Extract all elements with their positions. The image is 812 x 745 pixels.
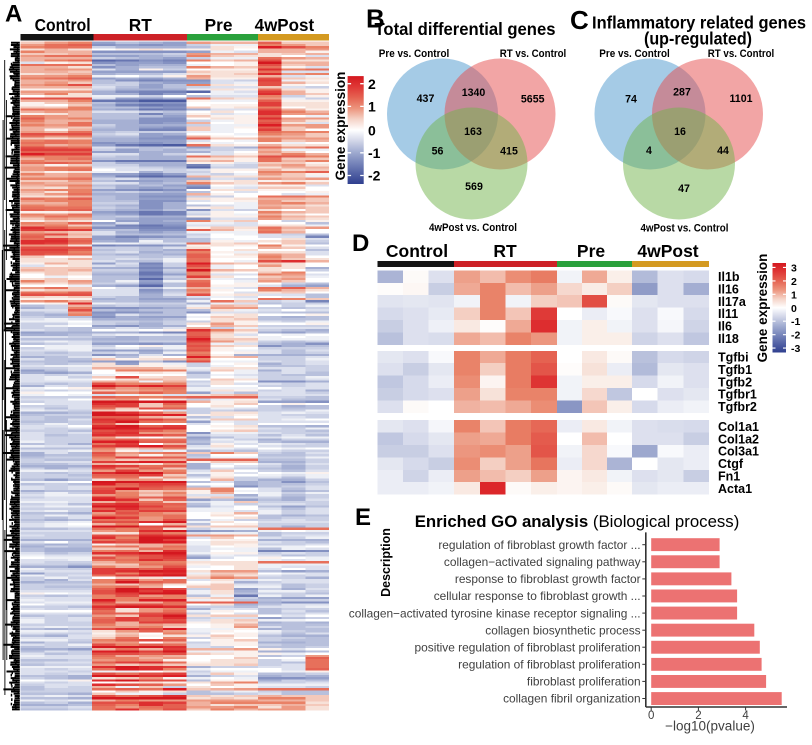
svg-text:Gene expression: Gene expression — [755, 254, 770, 363]
svg-text:regulation of fibroblast proli: regulation of fibroblast proliferation — [458, 658, 640, 672]
svg-text:0: 0 — [368, 122, 376, 138]
svg-text:Tgfb1: Tgfb1 — [718, 363, 752, 377]
svg-text:-2: -2 — [368, 168, 381, 184]
svg-text:collagen−activated tyrosine ki: collagen−activated tyrosine kinase recep… — [349, 606, 641, 620]
svg-text:Pre: Pre — [577, 241, 605, 261]
svg-text:Pre vs. Control: Pre vs. Control — [379, 48, 450, 60]
svg-text:Control: Control — [35, 15, 91, 35]
svg-text:Gene expression: Gene expression — [333, 72, 348, 181]
svg-text:16: 16 — [674, 126, 686, 138]
svg-text:Total differential genes: Total differential genes — [375, 19, 556, 39]
svg-text:2: 2 — [695, 710, 701, 722]
svg-text:E: E — [355, 504, 371, 531]
svg-text:0: 0 — [648, 710, 654, 722]
svg-text:Col1a1: Col1a1 — [718, 420, 759, 434]
svg-text:-2: -2 — [791, 330, 800, 342]
svg-text:5655: 5655 — [521, 94, 545, 106]
svg-text:2: 2 — [368, 76, 376, 92]
svg-text:collagen fibril organization: collagen fibril organization — [503, 692, 641, 706]
svg-text:-1: -1 — [791, 316, 800, 328]
svg-text:4: 4 — [742, 710, 749, 722]
svg-text:Tgfbr1: Tgfbr1 — [718, 388, 757, 402]
svg-text:287: 287 — [673, 87, 691, 99]
svg-text:3: 3 — [791, 262, 797, 274]
svg-text:1: 1 — [368, 99, 376, 115]
svg-text:4wPost vs. Control: 4wPost vs. Control — [429, 222, 517, 234]
svg-text:Fn1: Fn1 — [718, 470, 740, 484]
svg-text:collagen biosynthetic process: collagen biosynthetic process — [485, 623, 640, 637]
svg-text:cellular response to fibroblas: cellular response to fibroblast growth .… — [434, 589, 641, 603]
svg-text:415: 415 — [500, 145, 518, 157]
svg-text:Il6: Il6 — [718, 320, 732, 334]
svg-text:0: 0 — [791, 303, 797, 315]
svg-text:Col1a2: Col1a2 — [718, 432, 759, 446]
svg-text:B: B — [366, 4, 385, 34]
svg-text:Il18: Il18 — [718, 332, 739, 346]
svg-text:Tgfb2: Tgfb2 — [718, 375, 752, 389]
svg-text:RT vs. Control: RT vs. Control — [708, 48, 775, 60]
svg-text:Tgfbr2: Tgfbr2 — [718, 400, 757, 414]
svg-text:C: C — [570, 5, 589, 35]
svg-text:74: 74 — [625, 94, 637, 106]
svg-text:437: 437 — [417, 93, 435, 105]
svg-text:Il17a: Il17a — [718, 295, 747, 309]
svg-text:Acta1: Acta1 — [718, 482, 752, 496]
svg-text:Il11: Il11 — [718, 307, 738, 321]
svg-text:-1: -1 — [368, 145, 381, 161]
svg-text:1340: 1340 — [462, 87, 486, 99]
svg-text:A: A — [5, 1, 22, 28]
svg-text:Il16: Il16 — [718, 282, 739, 296]
svg-text:Enriched GO analysis (Biologic: Enriched GO analysis (Biological process… — [415, 512, 740, 531]
svg-text:4wPost: 4wPost — [255, 15, 315, 35]
svg-text:Control: Control — [386, 241, 448, 261]
svg-text:1: 1 — [791, 289, 797, 301]
svg-text:Ctgf: Ctgf — [718, 457, 744, 471]
svg-text:569: 569 — [465, 181, 483, 193]
svg-text:44: 44 — [717, 145, 729, 157]
svg-text:4wPost vs. Control: 4wPost vs. Control — [641, 223, 729, 235]
svg-text:4: 4 — [646, 145, 652, 157]
svg-text:fibroblast proliferation: fibroblast proliferation — [527, 675, 641, 689]
svg-text:Description: Description — [379, 528, 393, 597]
svg-text:regulation of fibroblast growt: regulation of fibroblast growth factor .… — [438, 538, 640, 552]
svg-text:Pre: Pre — [205, 15, 233, 35]
svg-text:163: 163 — [464, 126, 482, 138]
svg-text:RT vs. Control: RT vs. Control — [500, 48, 567, 60]
svg-text:Col3a1: Col3a1 — [718, 445, 759, 459]
svg-text:47: 47 — [678, 183, 690, 195]
svg-text:RT: RT — [493, 241, 517, 261]
svg-text:Pre vs. Control: Pre vs. Control — [599, 48, 670, 60]
svg-text:positive regulation of fibrobl: positive regulation of fibroblast prolif… — [415, 640, 641, 654]
svg-text:response to fibroblast growth: response to fibroblast growth factor — [455, 572, 641, 586]
svg-text:2: 2 — [791, 276, 797, 288]
svg-text:collagen−activated signaling p: collagen−activated signaling pathway — [444, 555, 641, 569]
svg-text:D: D — [352, 230, 369, 257]
svg-text:(up-regulated): (up-regulated) — [644, 29, 752, 49]
svg-text:56: 56 — [432, 145, 444, 157]
svg-text:Il1b: Il1b — [718, 270, 740, 284]
svg-text:-3: -3 — [791, 343, 800, 355]
svg-text:RT: RT — [129, 15, 152, 35]
svg-text:4wPost: 4wPost — [637, 241, 698, 261]
svg-text:Inflammatory related genes: Inflammatory related genes — [592, 13, 806, 33]
svg-text:1101: 1101 — [730, 93, 753, 105]
svg-text:−log10(pvalue): −log10(pvalue) — [665, 719, 755, 734]
svg-text:Tgfbi: Tgfbi — [718, 351, 749, 365]
